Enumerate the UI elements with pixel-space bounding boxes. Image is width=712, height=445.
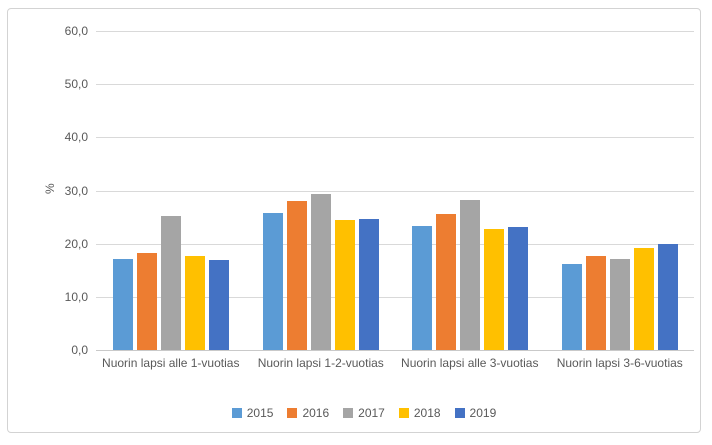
gridline: [96, 297, 694, 298]
bar-2019: [358, 219, 379, 350]
bar-2019: [208, 260, 229, 350]
y-tick-label: 0,0: [71, 343, 88, 357]
y-tick-label: 50,0: [64, 77, 88, 91]
legend-swatch-icon: [231, 408, 242, 418]
gridline: [96, 31, 694, 32]
bar-2016: [435, 214, 456, 350]
x-category-label: Nuorin lapsi alle 3-vuotias: [401, 356, 539, 370]
bar-2017: [160, 216, 181, 350]
y-tick-label: 40,0: [64, 130, 88, 144]
legend: 2015 2016 2017 2018 2019: [8, 406, 712, 420]
legend-swatch-icon: [287, 408, 298, 418]
gridline: [96, 84, 694, 85]
plot-area: [96, 31, 694, 351]
bar-2015: [561, 264, 582, 350]
gridline: [96, 191, 694, 192]
bar-2015: [411, 226, 432, 350]
legend-item-2015: 2015: [231, 406, 274, 420]
x-axis-category-labels: Nuorin lapsi alle 1-vuotias Nuorin lapsi …: [8, 356, 712, 390]
legend-swatch-icon: [454, 408, 465, 418]
legend-label: 2017: [358, 406, 385, 420]
bar-2018: [483, 229, 504, 350]
legend-item-2018: 2018: [398, 406, 441, 420]
legend-label: 2019: [469, 406, 497, 420]
gridline: [96, 244, 694, 245]
y-tick-label: 20,0: [64, 237, 88, 251]
bar-2018: [633, 248, 654, 350]
bar-2016: [585, 256, 606, 350]
x-category-label: Nuorin lapsi alle 1-vuotias: [102, 356, 240, 370]
legend-item-2016: 2016: [287, 406, 329, 420]
bar-group: [545, 31, 695, 350]
x-category-label: Nuorin lapsi 3-6-vuotias: [556, 356, 683, 370]
legend-label: 2015: [246, 406, 274, 420]
bar-group: [246, 31, 396, 350]
bar-2015: [262, 213, 283, 350]
bar-2015: [112, 259, 133, 350]
legend-label: 2018: [413, 406, 441, 420]
gridline: [96, 137, 694, 138]
legend-label: 2016: [302, 406, 330, 420]
bar-2017: [459, 200, 480, 350]
x-category-label: Nuorin lapsi 1-2-vuotias: [257, 356, 384, 370]
bar-2019: [507, 227, 528, 350]
bar-group: [96, 31, 246, 350]
bar-2017: [609, 259, 630, 350]
bar-2019: [657, 244, 678, 350]
legend-item-2019: 2019: [454, 406, 497, 420]
y-tick-label: 10,0: [64, 290, 88, 304]
chart-frame: % 0,0 10,0 20,0 30,0 40,0 50,0 60,0 Nuorin lap…: [7, 8, 701, 433]
bar-2016: [136, 253, 157, 350]
y-tick-label: 30,0: [64, 184, 88, 198]
legend-item-2017: 2017: [343, 406, 385, 420]
legend-swatch-icon: [343, 408, 354, 418]
bar-2018: [334, 220, 355, 350]
bar-group: [395, 31, 545, 350]
legend-swatch-icon: [398, 408, 409, 418]
bar-2018: [184, 256, 205, 350]
bar-2016: [286, 201, 307, 350]
y-tick-label: 60,0: [64, 24, 88, 38]
bar-2017: [310, 194, 331, 350]
